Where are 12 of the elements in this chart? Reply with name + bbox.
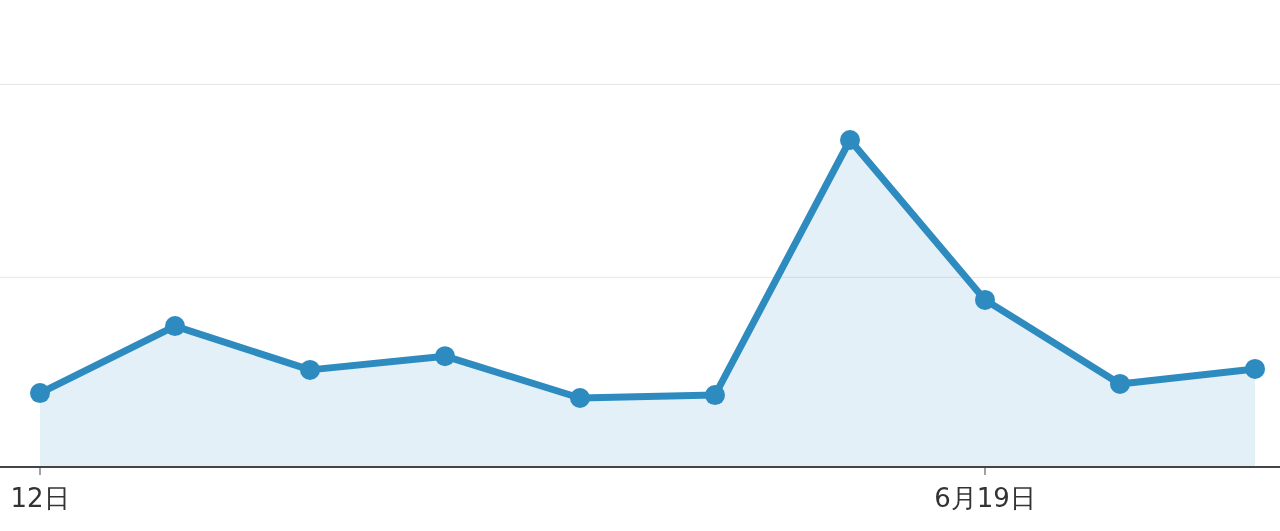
point	[975, 289, 995, 310]
point	[1245, 358, 1265, 379]
point	[705, 385, 725, 406]
point	[840, 130, 860, 150]
point	[30, 383, 50, 404]
point	[570, 388, 590, 408]
point	[165, 316, 185, 337]
x-tick-label: 12日	[10, 483, 70, 513]
point	[435, 346, 455, 367]
point	[1110, 373, 1130, 394]
point	[300, 359, 320, 380]
x-tick-label: 6月19日	[934, 483, 1036, 513]
